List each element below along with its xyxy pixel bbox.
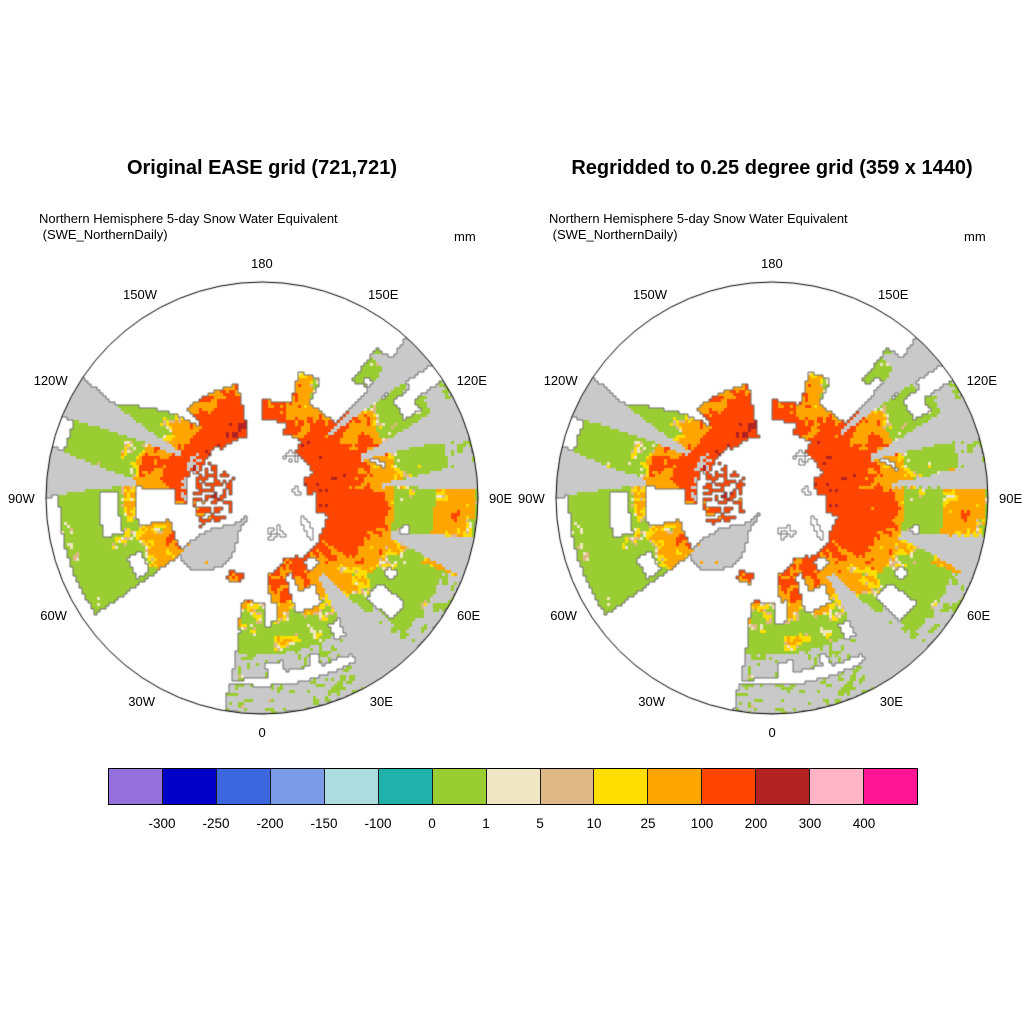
lon-label-120w: 120W	[543, 373, 578, 389]
right-units-label: mm	[964, 229, 986, 244]
colorbar-tick-label-0: 0	[428, 816, 436, 831]
lon-label-90e: 90E	[999, 490, 1023, 506]
colorbar-cell-6	[431, 769, 486, 804]
lon-label-150w: 150W	[633, 287, 667, 303]
lon-label-30w: 30W	[638, 693, 665, 709]
colorbar-cell-14	[863, 769, 918, 804]
lon-label-60w: 60W	[40, 607, 67, 623]
colorbar-tick-label--150: -150	[310, 816, 338, 831]
lon-label-60w: 60W	[550, 607, 577, 623]
colorbar-tick-label-1: 1	[482, 816, 490, 831]
lon-label-180: 180	[251, 256, 273, 271]
left-subtitle: Northern Hemisphere 5-day Snow Water Equ…	[39, 211, 338, 243]
right-subtitle-line2: (SWE_NorthernDaily)	[549, 227, 678, 242]
right-subtitle: Northern Hemisphere 5-day Snow Water Equ…	[549, 211, 848, 243]
colorbar-cell-3	[269, 769, 324, 804]
colorbar-cell-13	[809, 769, 864, 804]
right-map-canvas	[547, 273, 997, 723]
right-subtitle-line1: Northern Hemisphere 5-day Snow Water Equ…	[549, 211, 848, 226]
lon-label-180: 180	[761, 256, 783, 271]
colorbar-tick-label-5: 5	[536, 816, 544, 831]
lon-label-120w: 120W	[33, 373, 68, 389]
lon-label-90e: 90E	[489, 490, 513, 506]
colorbar-cell-12	[755, 769, 810, 804]
lon-label-90w: 90W	[8, 490, 35, 506]
lon-label-90w: 90W	[518, 490, 545, 506]
colorbar-tick-label-200: 200	[744, 816, 768, 831]
panel-title-regridded: Regridded to 0.25 degree grid (359 x 144…	[571, 157, 973, 179]
colorbar-tick-label-300: 300	[798, 816, 822, 831]
colorbar-tick-label-10: 10	[586, 816, 602, 831]
lon-label-0: 0	[768, 725, 776, 740]
left-map-canvas	[37, 273, 487, 723]
left-map-panel: 0 30E 60E 90E 120E 150E 180 150W 120W 90W 60W 30W	[8, 256, 512, 740]
lon-label-30w: 30W	[128, 693, 155, 709]
lon-label-30e: 30E	[879, 693, 903, 709]
colorbar-cell-5	[377, 769, 432, 804]
colorbar-cell-8	[539, 769, 594, 804]
colorbar-cell-4	[323, 769, 378, 804]
colorbar-tick-label--300: -300	[148, 816, 176, 831]
lon-label-120e: 120E	[966, 373, 997, 389]
colorbar-cell-11	[701, 769, 756, 804]
colorbar-tick-label--100: -100	[364, 816, 392, 831]
lon-label-150e: 150E	[878, 287, 909, 303]
lon-label-0: 0	[258, 725, 266, 740]
colorbar-cell-10	[647, 769, 702, 804]
colorbar-cell-2	[215, 769, 270, 804]
colorbar-cell-9	[593, 769, 648, 804]
colorbar-cell-1	[161, 769, 216, 804]
left-units-label: mm	[454, 229, 476, 244]
lon-label-150e: 150E	[368, 287, 399, 303]
colorbar-tick-label-400: 400	[852, 816, 876, 831]
right-map-panel: 0 30E 60E 90E 120E 150E 180 150W 120W 90W 60W 30W	[518, 256, 1022, 740]
colorbar	[108, 768, 918, 805]
colorbar-cell-7	[485, 769, 540, 804]
lon-label-60e: 60E	[967, 607, 991, 623]
colorbar-tick-label--250: -250	[202, 816, 230, 831]
left-subtitle-line1: Northern Hemisphere 5-day Snow Water Equ…	[39, 211, 338, 226]
lon-label-30e: 30E	[369, 693, 393, 709]
lon-label-60e: 60E	[457, 607, 481, 623]
lon-label-120e: 120E	[456, 373, 487, 389]
colorbar-tick-label--200: -200	[256, 816, 284, 831]
colorbar-cell-0	[109, 769, 162, 804]
colorbar-tick-label-100: 100	[690, 816, 714, 831]
colorbar-tick-label-25: 25	[640, 816, 656, 831]
panel-title-original: Original EASE grid (721,721)	[126, 157, 398, 179]
lon-label-150w: 150W	[123, 287, 157, 303]
left-subtitle-line2: (SWE_NorthernDaily)	[39, 227, 168, 242]
